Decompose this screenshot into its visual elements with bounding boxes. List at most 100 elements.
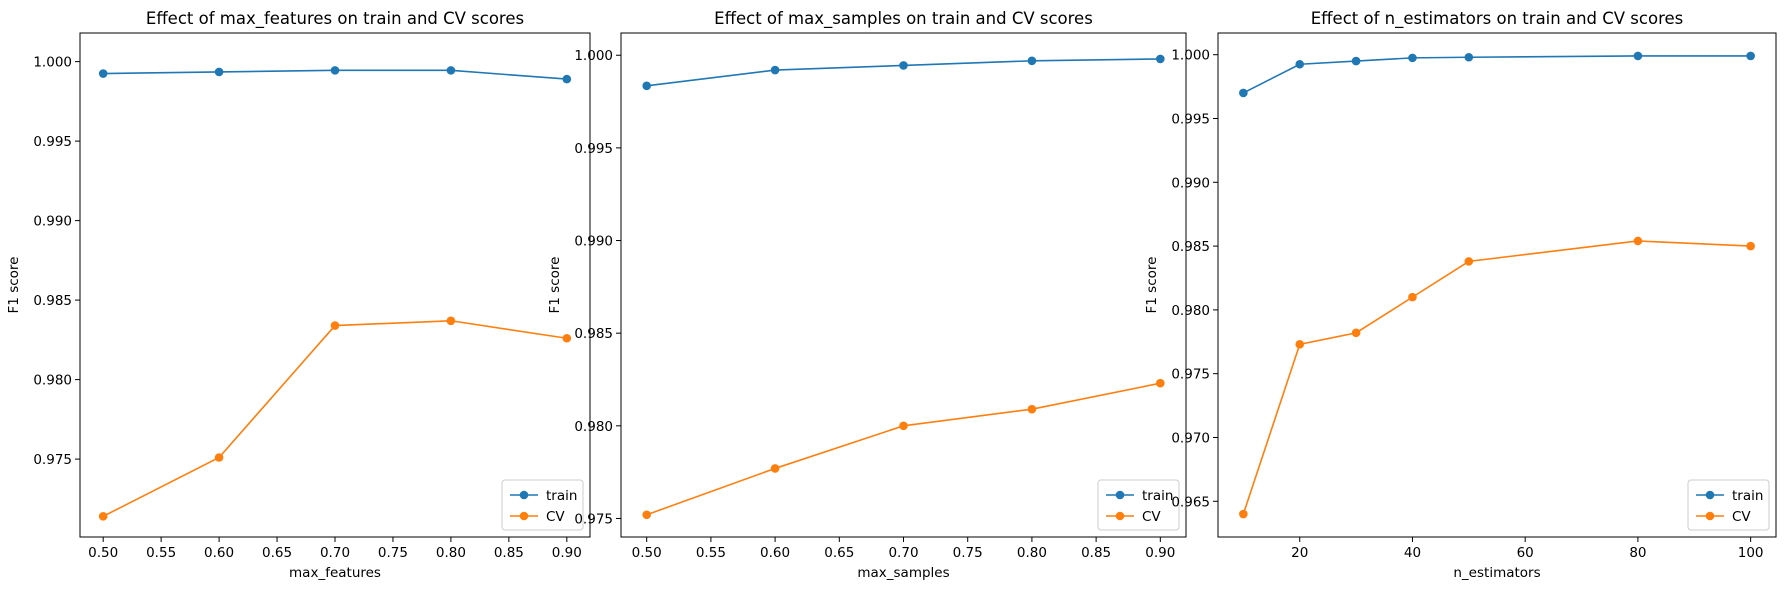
- x-tick-label: 0.65: [824, 545, 854, 561]
- data-point-cv: [1027, 404, 1037, 414]
- data-point-train: [1746, 51, 1755, 61]
- data-point-train: [562, 74, 572, 84]
- legend-label: CV: [1732, 509, 1751, 525]
- legend-marker-cv: [1115, 511, 1125, 521]
- y-tick-label: 0.985: [1171, 239, 1210, 255]
- y-tick-label: 0.980: [574, 419, 613, 435]
- legend-label: train: [1732, 488, 1763, 504]
- data-point-cv: [330, 321, 340, 330]
- x-tick-label: 0.90: [552, 545, 582, 561]
- x-tick-label: 0.80: [1017, 545, 1047, 561]
- data-point-cv: [770, 464, 780, 473]
- data-point-train: [446, 66, 456, 75]
- x-tick-label: 0.90: [1145, 545, 1175, 561]
- data-point-train: [1027, 56, 1037, 66]
- y-axis-label: F1 score: [6, 257, 22, 314]
- legend-label: CV: [1142, 509, 1161, 525]
- y-tick-label: 1.000: [1171, 48, 1210, 64]
- x-tick-label: 0.60: [760, 545, 790, 561]
- data-point-train: [899, 61, 908, 70]
- data-point-train: [1156, 54, 1165, 64]
- y-tick-label: 1.000: [33, 55, 72, 71]
- axes-frame: [79, 32, 591, 538]
- data-point-cv: [1295, 340, 1305, 349]
- subplot-1: Effect of max_features on train and CV s…: [6, 9, 591, 581]
- data-point-cv: [98, 512, 108, 521]
- chart-title: Effect of n_estimators on train and CV s…: [1311, 9, 1683, 29]
- x-tick-label: 0.80: [436, 545, 466, 561]
- data-point-cv: [642, 510, 651, 520]
- data-point-cv: [1464, 257, 1474, 266]
- legend-label: CV: [546, 509, 565, 525]
- legend-label: train: [1142, 488, 1173, 504]
- legend-marker-train: [1705, 490, 1715, 500]
- x-tick-label: 40: [1404, 545, 1421, 561]
- data-point-train: [330, 66, 340, 75]
- data-point-train: [98, 69, 108, 78]
- x-tick-label: 0.60: [204, 545, 234, 561]
- chart-title: Effect of max_samples on train and CV sc…: [714, 9, 1093, 29]
- y-tick-label: 0.975: [33, 452, 72, 468]
- y-tick-label: 0.980: [1171, 303, 1210, 319]
- series-line-train: [1242, 55, 1751, 94]
- x-tick-label: 0.85: [1081, 545, 1111, 561]
- legend-marker-train: [519, 490, 529, 500]
- data-point-train: [214, 67, 224, 77]
- data-point-cv: [214, 453, 224, 462]
- y-tick-label: 0.985: [574, 326, 613, 342]
- y-axis-label: F1 score: [547, 257, 563, 314]
- y-tick-label: 0.975: [1171, 367, 1210, 383]
- data-point-train: [642, 81, 651, 91]
- y-tick-label: 0.995: [33, 134, 72, 150]
- legend-label: train: [546, 488, 577, 504]
- data-point-cv: [1239, 509, 1248, 519]
- legend: train CV: [501, 479, 584, 531]
- y-axis-label: F1 score: [1144, 257, 1160, 314]
- x-tick-label: 0.55: [146, 545, 176, 561]
- x-axis-label: max_samples: [857, 565, 949, 581]
- data-point-cv: [1746, 241, 1755, 251]
- data-point-cv: [562, 333, 572, 343]
- y-tick-label: 0.995: [1171, 111, 1210, 127]
- y-tick-label: 0.990: [574, 234, 613, 250]
- x-axis-label: n_estimators: [1453, 565, 1540, 581]
- x-tick-label: 0.85: [494, 545, 524, 561]
- x-tick-label: 0.50: [632, 545, 662, 561]
- series-line-cv: [646, 382, 1161, 516]
- data-point-cv: [899, 421, 908, 431]
- series-line-cv: [1242, 240, 1751, 515]
- y-tick-label: 0.980: [33, 373, 72, 389]
- data-point-train: [1464, 52, 1474, 62]
- data-point-train: [1351, 56, 1361, 66]
- x-tick-label: 0.75: [378, 545, 408, 561]
- y-tick-label: 0.970: [1171, 430, 1210, 446]
- subplot-3: Effect of n_estimators on train and CV s…: [1144, 9, 1777, 581]
- x-tick-label: 0.65: [262, 545, 292, 561]
- y-tick-label: 1.000: [574, 48, 613, 64]
- y-tick-label: 0.990: [33, 214, 72, 230]
- x-tick-label: 0.55: [696, 545, 726, 561]
- axes-frame: [1217, 32, 1777, 538]
- data-point-cv: [446, 316, 456, 326]
- x-tick-label: 0.50: [88, 545, 118, 561]
- legend: train CV: [1687, 479, 1770, 531]
- data-point-cv: [1156, 378, 1165, 388]
- y-tick-label: 0.975: [574, 511, 613, 527]
- legend-marker-cv: [1705, 511, 1715, 521]
- x-tick-label: 0.70: [888, 545, 918, 561]
- legend: train CV: [1097, 479, 1180, 531]
- data-point-train: [770, 65, 780, 75]
- chart-title: Effect of max_features on train and CV s…: [146, 9, 524, 29]
- x-tick-label: 0.70: [320, 545, 350, 561]
- data-point-cv: [1633, 236, 1643, 246]
- x-axis-label: max_features: [289, 565, 381, 581]
- series-line-cv: [102, 319, 567, 518]
- axes-frame: [620, 32, 1187, 538]
- legend-marker-cv: [519, 511, 529, 521]
- x-tick-label: 100: [1738, 545, 1764, 561]
- data-point-train: [1239, 88, 1248, 98]
- data-point-train: [1295, 59, 1305, 69]
- y-tick-label: 0.995: [574, 141, 613, 157]
- x-tick-label: 60: [1517, 545, 1534, 561]
